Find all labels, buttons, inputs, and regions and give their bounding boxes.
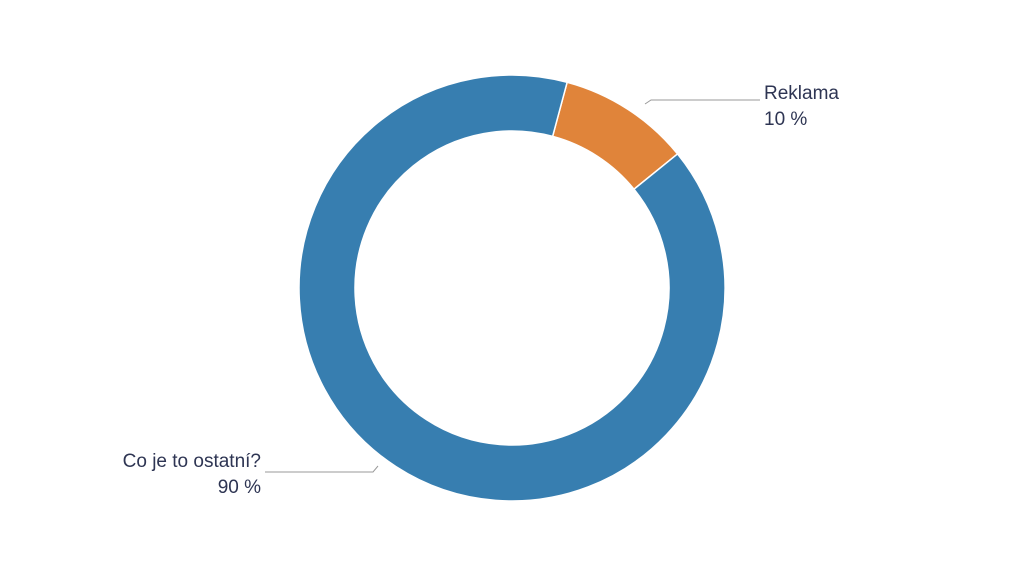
slice-name-ostatni: Co je to ostatní? [123,451,261,472]
leader-line-reklama [644,99,760,105]
donut-slice-ostatni [298,74,726,502]
slice-name-reklama: Reklama [764,83,839,104]
slice-label-reklama: Reklama 10 % [764,83,839,130]
leader-line-ostatni [265,465,379,473]
slices-layer [298,74,726,502]
slice-value-reklama: 10 % [764,109,807,130]
leader-lines-layer [265,99,760,473]
slice-value-ostatni: 90 % [218,477,261,498]
slice-label-ostatni: Co je to ostatní? 90 % [123,451,261,498]
